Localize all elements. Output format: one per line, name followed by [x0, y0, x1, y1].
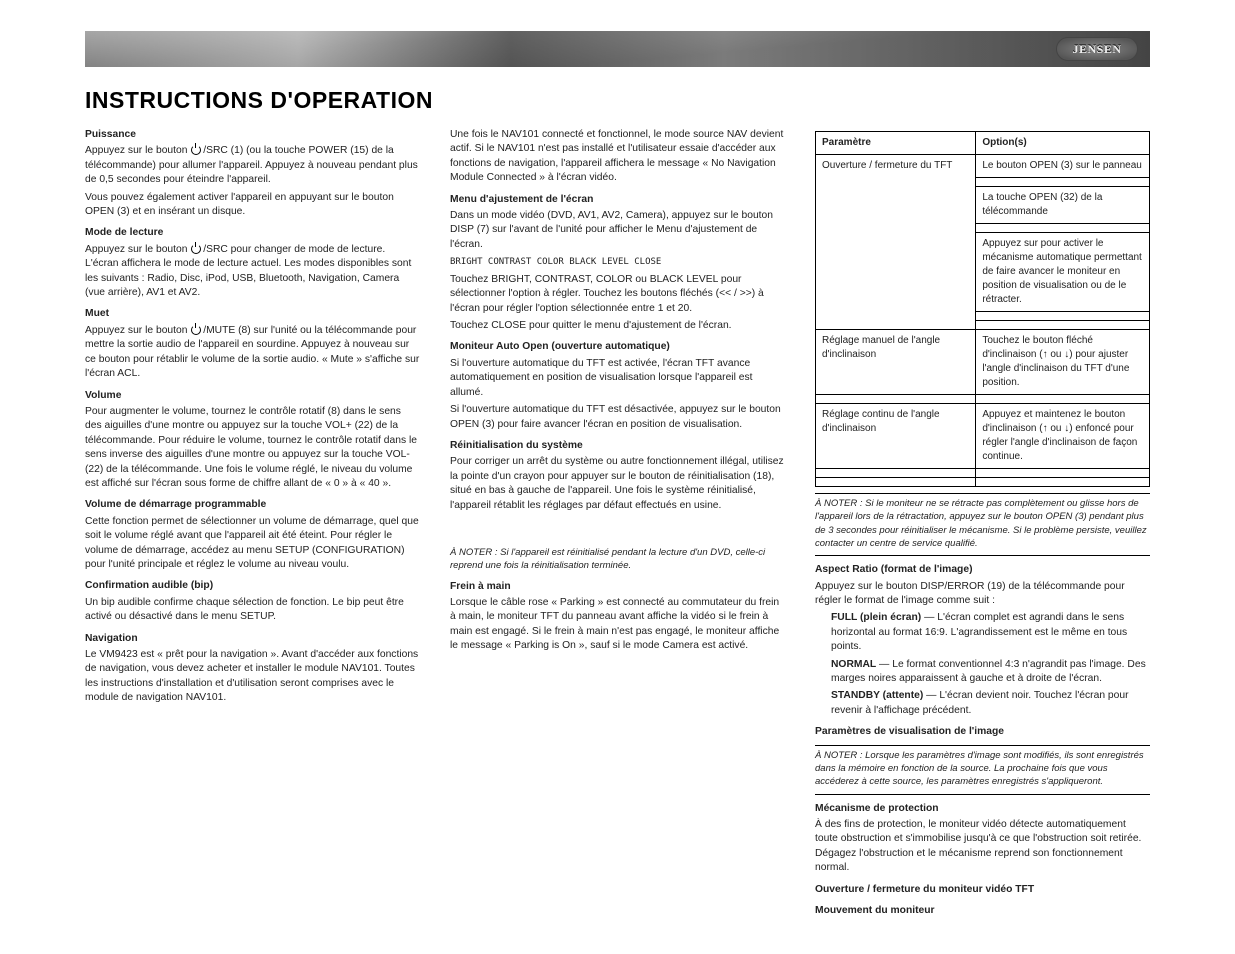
- aspect-normal: NORMAL — Le format conventionnel 4:3 n'a…: [815, 658, 1150, 687]
- header-banner: JENSEN: [85, 31, 1150, 67]
- power-open-note: Vous pouvez également activer l'appareil…: [85, 191, 420, 220]
- table-cell: [976, 321, 1150, 330]
- page: JENSEN INSTRUCTIONS D'OPERATION Puissanc…: [0, 0, 1235, 920]
- table-cell: [816, 395, 976, 404]
- parking-paragraph: Lorsque le câble rose « Parking » est co…: [450, 596, 785, 654]
- table-cell: Le bouton OPEN (3) sur le panneau: [976, 155, 1150, 178]
- startup-volume-paragraph: Cette fonction permet de sélectionner un…: [85, 515, 420, 573]
- reset-note: À NOTER : Si l'appareil est réinitialisé…: [450, 546, 785, 573]
- power-icon: [190, 243, 200, 253]
- aspect-full: FULL (plein écran) — L'écran complet est…: [815, 611, 1150, 654]
- reset-paragraph: Pour corriger un arrêt du système ou aut…: [450, 455, 785, 513]
- content-columns: Puissance Appuyez sur le bouton /SRC (1)…: [85, 128, 1150, 920]
- screen-adjust-p2: Touchez BRIGHT, CONTRAST, COLOR ou BLACK…: [450, 273, 785, 316]
- table-cell: Touchez le bouton fléché d'inclinaison (…: [976, 330, 1150, 395]
- power-paragraph: Appuyez sur le bouton /SRC (1) (ou la to…: [85, 144, 420, 187]
- table-cell: La touche OPEN (32) de la télécommande: [976, 187, 1150, 224]
- table-cell: Réglage continu de l'angle d'inclinaison: [816, 404, 976, 469]
- screen-adjust-p3: Touchez CLOSE pour quitter le menu d'aju…: [450, 319, 785, 333]
- table-cell: [816, 469, 976, 478]
- open-reset-note: À NOTER : Si le moniteur ne se rétracte …: [815, 497, 1150, 550]
- divider: [815, 555, 1150, 556]
- heading-protection: Mécanisme de protection: [815, 802, 1150, 816]
- heading-screen-adjust: Menu d'ajustement de l'écran: [450, 193, 785, 207]
- heading-power: Puissance: [85, 128, 420, 142]
- heading-playmode: Mode de lecture: [85, 226, 420, 240]
- aspect-standby: STANDBY (attente) — L'écran devient noir…: [815, 689, 1150, 718]
- heading-auto-open: Moniteur Auto Open (ouverture automatiqu…: [450, 340, 785, 354]
- heading-reset: Réinitialisation du système: [450, 439, 785, 453]
- column-1: Puissance Appuyez sur le bouton /SRC (1)…: [85, 128, 420, 920]
- table-cell: Réglage manuel de l'angle d'inclinaison: [816, 330, 976, 395]
- divider: [815, 745, 1150, 746]
- table-cell: [816, 478, 976, 487]
- table-cell: [976, 395, 1150, 404]
- aspect-ratio-intro: Appuyez sur le bouton DISP/ERROR (19) de…: [815, 580, 1150, 609]
- divider: [815, 493, 1150, 494]
- heading-startup-volume: Volume de démarrage programmable: [85, 498, 420, 512]
- page-title: INSTRUCTIONS D'OPERATION: [85, 87, 1150, 114]
- heading-volume: Volume: [85, 389, 420, 403]
- table-cell: Ouverture / fermeture du TFT: [816, 155, 976, 330]
- protection-paragraph: À des fins de protection, le moniteur vi…: [815, 818, 1150, 876]
- power-icon: [190, 144, 200, 154]
- auto-open-p2: Si l'ouverture automatique du TFT est dé…: [450, 403, 785, 432]
- brand-logo: JENSEN: [1056, 37, 1138, 61]
- heading-tft-open: Ouverture / fermeture du moniteur vidéo …: [815, 883, 1150, 897]
- auto-open-p1: Si l'ouverture automatique du TFT est ac…: [450, 357, 785, 400]
- view-params-note: À NOTER : Lorsque les paramètres d'image…: [815, 749, 1150, 789]
- heading-monitor-move: Mouvement du moniteur: [815, 904, 1150, 918]
- heading-beep: Confirmation audible (bip): [85, 579, 420, 593]
- table-cell: [976, 178, 1150, 187]
- power-icon: [190, 324, 200, 334]
- nav-note: Une fois le NAV101 connecté et fonctionn…: [450, 128, 785, 186]
- table-header: Paramètre: [816, 132, 976, 155]
- volume-paragraph: Pour augmenter le volume, tournez le con…: [85, 405, 420, 491]
- column-3: Paramètre Option(s) Ouverture / fermetur…: [815, 128, 1150, 920]
- table-cell: [976, 469, 1150, 478]
- beep-paragraph: Un bip audible confirme chaque sélection…: [85, 596, 420, 625]
- table-cell: Appuyez et maintenez le bouton d'inclina…: [976, 404, 1150, 469]
- table-cell: [976, 224, 1150, 233]
- divider: [815, 794, 1150, 795]
- tft-movement-table: Paramètre Option(s) Ouverture / fermetur…: [815, 131, 1150, 487]
- screen-adjust-p1: Dans un mode vidéo (DVD, AV1, AV2, Camer…: [450, 209, 785, 252]
- playmode-paragraph: Appuyez sur le bouton /SRC pour changer …: [85, 243, 420, 301]
- brand-logo-text: JENSEN: [1072, 42, 1121, 57]
- column-2: Une fois le NAV101 connecté et fonctionn…: [450, 128, 785, 920]
- table-cell: Appuyez sur pour activer le mécanisme au…: [976, 233, 1150, 312]
- heading-mute: Muet: [85, 307, 420, 321]
- table-cell: [976, 478, 1150, 487]
- table-cell: [976, 312, 1150, 321]
- table-header: Option(s): [976, 132, 1150, 155]
- heading-aspect-ratio: Aspect Ratio (format de l'image): [815, 563, 1150, 577]
- mute-paragraph: Appuyez sur le bouton /MUTE (8) sur l'un…: [85, 324, 420, 382]
- navigation-paragraph: Le VM9423 est « prêt pour la navigation …: [85, 648, 420, 706]
- heading-view-params: Paramètres de visualisation de l'image: [815, 725, 1150, 739]
- heading-navigation: Navigation: [85, 632, 420, 646]
- adjust-options-row: BRIGHT CONTRAST COLOR BLACK LEVEL CLOSE: [450, 256, 785, 269]
- heading-parking: Frein à main: [450, 580, 785, 594]
